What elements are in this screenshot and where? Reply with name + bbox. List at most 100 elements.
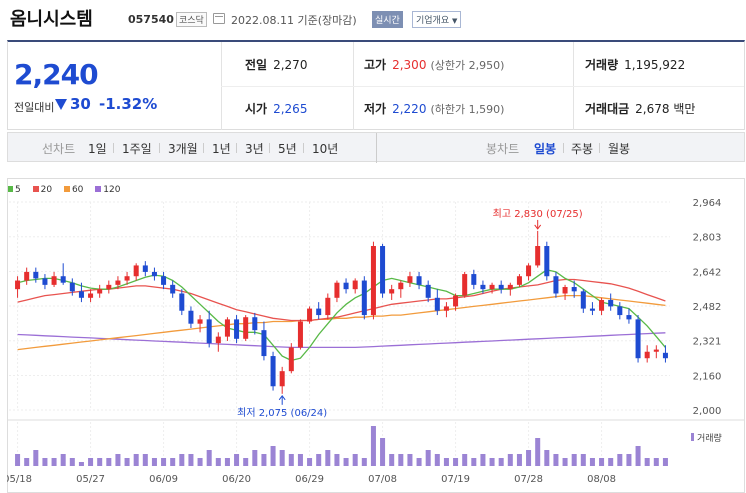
tab-3m[interactable]: 3개월 <box>168 142 198 156</box>
volume-label: 거래량 <box>697 432 722 444</box>
chart-tabs: 선차트 1일 1주일 3개월 1년 3년 5년 10년 봉차트 일봉 주봉 월봉 <box>7 132 745 163</box>
low-label: 저가 <box>364 102 387 116</box>
candle-body <box>544 246 550 277</box>
volume-bar <box>644 458 650 466</box>
candle-body <box>480 284 486 290</box>
candle-body <box>188 310 194 324</box>
volume-bar <box>617 454 623 466</box>
volume-bar <box>562 458 568 466</box>
volume-bar <box>398 454 404 466</box>
volume-bar <box>608 458 614 466</box>
tab-weekly[interactable]: 주봉 <box>571 142 594 156</box>
volume-bar <box>453 458 459 466</box>
candle-body <box>297 321 303 348</box>
realtime-button[interactable]: 실시간 <box>372 11 403 28</box>
volume-bar <box>416 458 422 466</box>
volume-legend-swatch <box>691 433 694 441</box>
candle-body <box>617 306 623 316</box>
quote-summary: 2,240 전일대비 30 -1.32% 전일 2,270 고가 2,300 (상한가… <box>7 40 745 130</box>
company-info-label: 기업개요 <box>416 16 450 26</box>
volume-bar <box>480 454 486 466</box>
volume-bar <box>589 458 595 466</box>
tab-3y[interactable]: 3년 <box>245 142 264 156</box>
tab-1w[interactable]: 1주일 <box>122 142 152 156</box>
volume-bar <box>106 458 112 466</box>
chevron-down-icon: ▼ <box>452 17 458 25</box>
volume-bar <box>215 458 221 466</box>
change-label: 전일대비 <box>14 101 55 114</box>
candle-body <box>124 276 130 281</box>
volume-bar <box>188 454 194 466</box>
candle-body <box>425 284 431 298</box>
volume-bar <box>361 458 367 466</box>
candle-body <box>453 295 459 307</box>
candle-body <box>97 289 103 294</box>
open-price: 시가 2,265 <box>245 100 307 117</box>
divider <box>221 86 744 87</box>
candle-body <box>599 299 605 311</box>
base-date: 2022.08.11 기준(장마감) <box>231 14 357 27</box>
x-tick-label: 07/19 <box>441 474 470 485</box>
volume-bar <box>626 454 632 466</box>
candle-body <box>142 265 148 272</box>
lower-limit: (하한가 1,590) <box>430 103 505 116</box>
candle-body <box>407 276 413 283</box>
y-tick-label: 2,160 <box>693 371 722 382</box>
low-annotation: 최저 2,075 (06/24) <box>237 407 327 419</box>
current-price: 2,240 <box>14 58 99 91</box>
volume-bar <box>553 454 559 466</box>
tab-daily[interactable]: 일봉 <box>534 142 557 156</box>
divider <box>203 143 204 153</box>
company-info-dropdown[interactable]: 기업개요 ▼ <box>412 11 462 28</box>
candle-body <box>507 284 513 290</box>
candle-body <box>471 274 477 285</box>
candle-body <box>206 319 212 344</box>
candle-body <box>88 293 94 298</box>
tab-10y[interactable]: 10년 <box>312 142 339 156</box>
candle-body <box>179 293 185 311</box>
volume-bar <box>78 462 84 466</box>
volume: 거래량 1,195,922 <box>585 56 685 73</box>
candle-body <box>215 336 221 344</box>
candle-body <box>526 265 532 277</box>
divider <box>563 143 564 153</box>
tab-1d[interactable]: 1일 <box>88 142 107 156</box>
candle-body <box>635 319 641 359</box>
divider <box>113 143 114 153</box>
tab-monthly[interactable]: 월봉 <box>608 142 631 156</box>
candle-body <box>78 291 84 298</box>
candle-body <box>516 276 522 285</box>
stock-code: 057540 <box>128 13 174 26</box>
candle-body <box>316 308 322 316</box>
candle-body <box>307 308 313 322</box>
x-tick-label: 08/08 <box>587 474 616 485</box>
change-percent: -1.32% <box>99 95 158 113</box>
candle-body <box>279 371 285 387</box>
legend-ma60: 60 <box>63 185 83 195</box>
price-chart[interactable]: 2,964 2,803 2,642 2,482 2,321 2,160 2,000 05/18… <box>7 178 745 493</box>
candle-body <box>644 351 650 359</box>
candle-body <box>589 308 595 311</box>
y-tick-label: 2,482 <box>693 302 722 313</box>
candle-body <box>42 278 48 285</box>
tab-1y[interactable]: 1년 <box>212 142 231 156</box>
y-tick-label: 2,803 <box>693 233 722 244</box>
y-tick-label: 2,964 <box>693 198 722 209</box>
change-amount: 30 <box>70 95 91 113</box>
candle-body <box>571 287 577 292</box>
volume-bar <box>370 426 376 466</box>
volume-bar <box>170 458 176 466</box>
tab-5y[interactable]: 5년 <box>278 142 297 156</box>
legend-ma20: 20 <box>32 185 52 195</box>
candle-body <box>580 291 586 309</box>
volume-bar <box>24 458 30 466</box>
candle-body <box>133 265 139 277</box>
divider <box>303 143 304 153</box>
volume-bar <box>380 438 386 466</box>
volume-bar <box>635 446 641 466</box>
volume-bar <box>288 454 294 466</box>
volume-bar <box>599 458 605 466</box>
candle-body <box>443 306 449 311</box>
candle-body <box>389 289 395 294</box>
candle-body <box>243 317 249 339</box>
